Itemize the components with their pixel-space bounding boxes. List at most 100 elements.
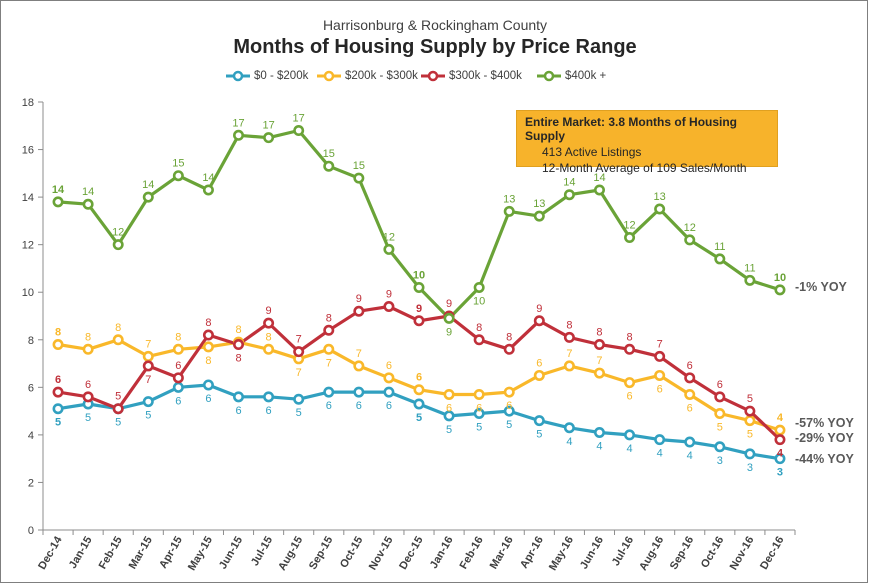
x-tick-label: Aug-15 — [276, 535, 305, 573]
series-3-point — [503, 205, 515, 217]
series-1-point — [353, 360, 365, 372]
series-1-point — [323, 343, 335, 355]
series-1-data-label: 6 — [446, 402, 452, 414]
series-2-point — [714, 391, 726, 403]
series-0-point — [443, 410, 455, 422]
x-tick-label: Sep-15 — [307, 535, 335, 572]
series-3-point — [353, 172, 365, 184]
y-tick-label: 16 — [22, 145, 34, 157]
legend-label-200k-300k: $200k - $300k — [345, 70, 418, 82]
series-3-point — [533, 210, 545, 222]
series-2-point — [323, 324, 335, 336]
series-0-data-label: 4 — [626, 443, 632, 455]
series-3-data-label: 9 — [446, 326, 452, 338]
series-2-data-label: 6 — [687, 360, 693, 372]
series-3-yoy-label: -1% YOY — [795, 280, 848, 294]
series-2-point — [293, 346, 305, 358]
series-2-data-label: 8 — [626, 331, 632, 343]
series-3-data-label: 14 — [52, 184, 65, 196]
series-2-data-label: 6 — [175, 360, 181, 372]
series-0-data-label: 4 — [657, 448, 663, 460]
series-0-point — [654, 434, 666, 446]
series-1-data-label: 4 — [777, 412, 784, 424]
series-2-point — [142, 360, 154, 372]
legend-item-0-200k: $0 - $200k — [226, 66, 308, 86]
x-tick-label: May-15 — [186, 535, 215, 573]
x-tick-label: Nov-16 — [728, 535, 757, 573]
x-tick-label: May-16 — [547, 535, 576, 573]
series-1-point — [533, 369, 545, 381]
series-0-data-label: 5 — [296, 407, 302, 419]
series-0-data-label: 5 — [55, 417, 61, 429]
legend-label-300k-400k: $300k - $400k — [449, 70, 522, 82]
series-3-data-label: 11 — [714, 241, 725, 253]
series-1-data-label: 7 — [326, 357, 332, 369]
series-0-data-label: 5 — [506, 419, 512, 431]
x-tick-label: Apr-16 — [518, 535, 546, 571]
series-0-point — [142, 396, 154, 408]
series-3-point — [202, 184, 214, 196]
series-1-data-label: 7 — [145, 338, 151, 350]
chart-title: Months of Housing Supply by Price Range — [233, 36, 637, 58]
series-3-point — [142, 191, 154, 203]
x-tick-label: Feb-15 — [97, 535, 125, 572]
series-2-point — [172, 372, 184, 384]
y-tick-label: 12 — [22, 240, 34, 252]
series-2-data-label: 8 — [596, 327, 602, 339]
series-1-data-label: 8 — [85, 331, 91, 343]
series-0-point — [202, 379, 214, 391]
x-tick-label: Aug-16 — [637, 535, 666, 573]
series-3-data-label: 15 — [353, 160, 365, 172]
series-3-data-label: 14 — [593, 172, 605, 184]
series-2-data-label: 7 — [296, 334, 302, 346]
series-2-data-label: 9 — [386, 288, 392, 300]
series-3-data-label: 12 — [383, 231, 395, 243]
series-1-data-label: 7 — [566, 348, 572, 360]
chart-subtitle: Harrisonburg & Rockingham County — [322, 17, 548, 33]
x-tick-label: Jul-15 — [249, 535, 275, 569]
series-3-point — [413, 281, 425, 293]
series-2-point — [353, 305, 365, 317]
series-1-point — [654, 369, 666, 381]
series-3-data-label: 15 — [172, 158, 184, 170]
series-2-data-label: 5 — [747, 393, 753, 405]
series-1-point — [52, 339, 64, 351]
market-summary-box: Entire Market: 3.8 Months of Housing Sup… — [516, 110, 778, 175]
series-2-point — [82, 391, 94, 403]
series-0-point — [263, 391, 275, 403]
series-1-point — [112, 334, 124, 346]
series-2-point — [233, 339, 245, 351]
series-0-data-label: 6 — [235, 405, 241, 417]
sales-average-text: 12-Month Average of 109 Sales/Month — [542, 161, 747, 175]
series-1-data-label: 7 — [296, 367, 302, 379]
series-2-data-label: 6 — [717, 379, 723, 391]
series-1-point — [684, 388, 696, 400]
series-0-point — [473, 407, 485, 419]
series-3-data-label: 10 — [413, 269, 425, 281]
series-3-point — [233, 129, 245, 141]
series-0-point — [52, 403, 64, 415]
series-1-data-label: 5 — [747, 429, 753, 441]
x-tick-label: Jan-16 — [428, 535, 456, 571]
series-2-yoy-label: -29% YOY — [795, 431, 854, 445]
series-3-data-label: 10 — [473, 295, 485, 307]
series-2-point — [774, 434, 786, 446]
series-3-data-label: 14 — [563, 177, 575, 189]
legend-swatch-0-200k — [226, 66, 250, 86]
series-3-data-label: 15 — [323, 148, 335, 160]
series-0-point — [744, 448, 756, 460]
series-0-data-label: 6 — [326, 400, 332, 412]
y-tick-label: 2 — [28, 477, 34, 489]
legend-item-400k-plus: $400k + — [537, 66, 606, 86]
series-2-point — [503, 343, 515, 355]
series-2-data-label: 4 — [777, 448, 784, 460]
series-3-point — [263, 132, 275, 144]
series-0-point — [563, 422, 575, 434]
series-3-data-label: 12 — [623, 220, 635, 232]
series-0-data-label: 4 — [566, 436, 572, 448]
x-tick-label: Sep-16 — [668, 535, 696, 572]
series-1-data-label: 6 — [416, 372, 422, 384]
x-tick-label: Apr-15 — [157, 535, 185, 571]
series-3-point — [774, 284, 786, 296]
